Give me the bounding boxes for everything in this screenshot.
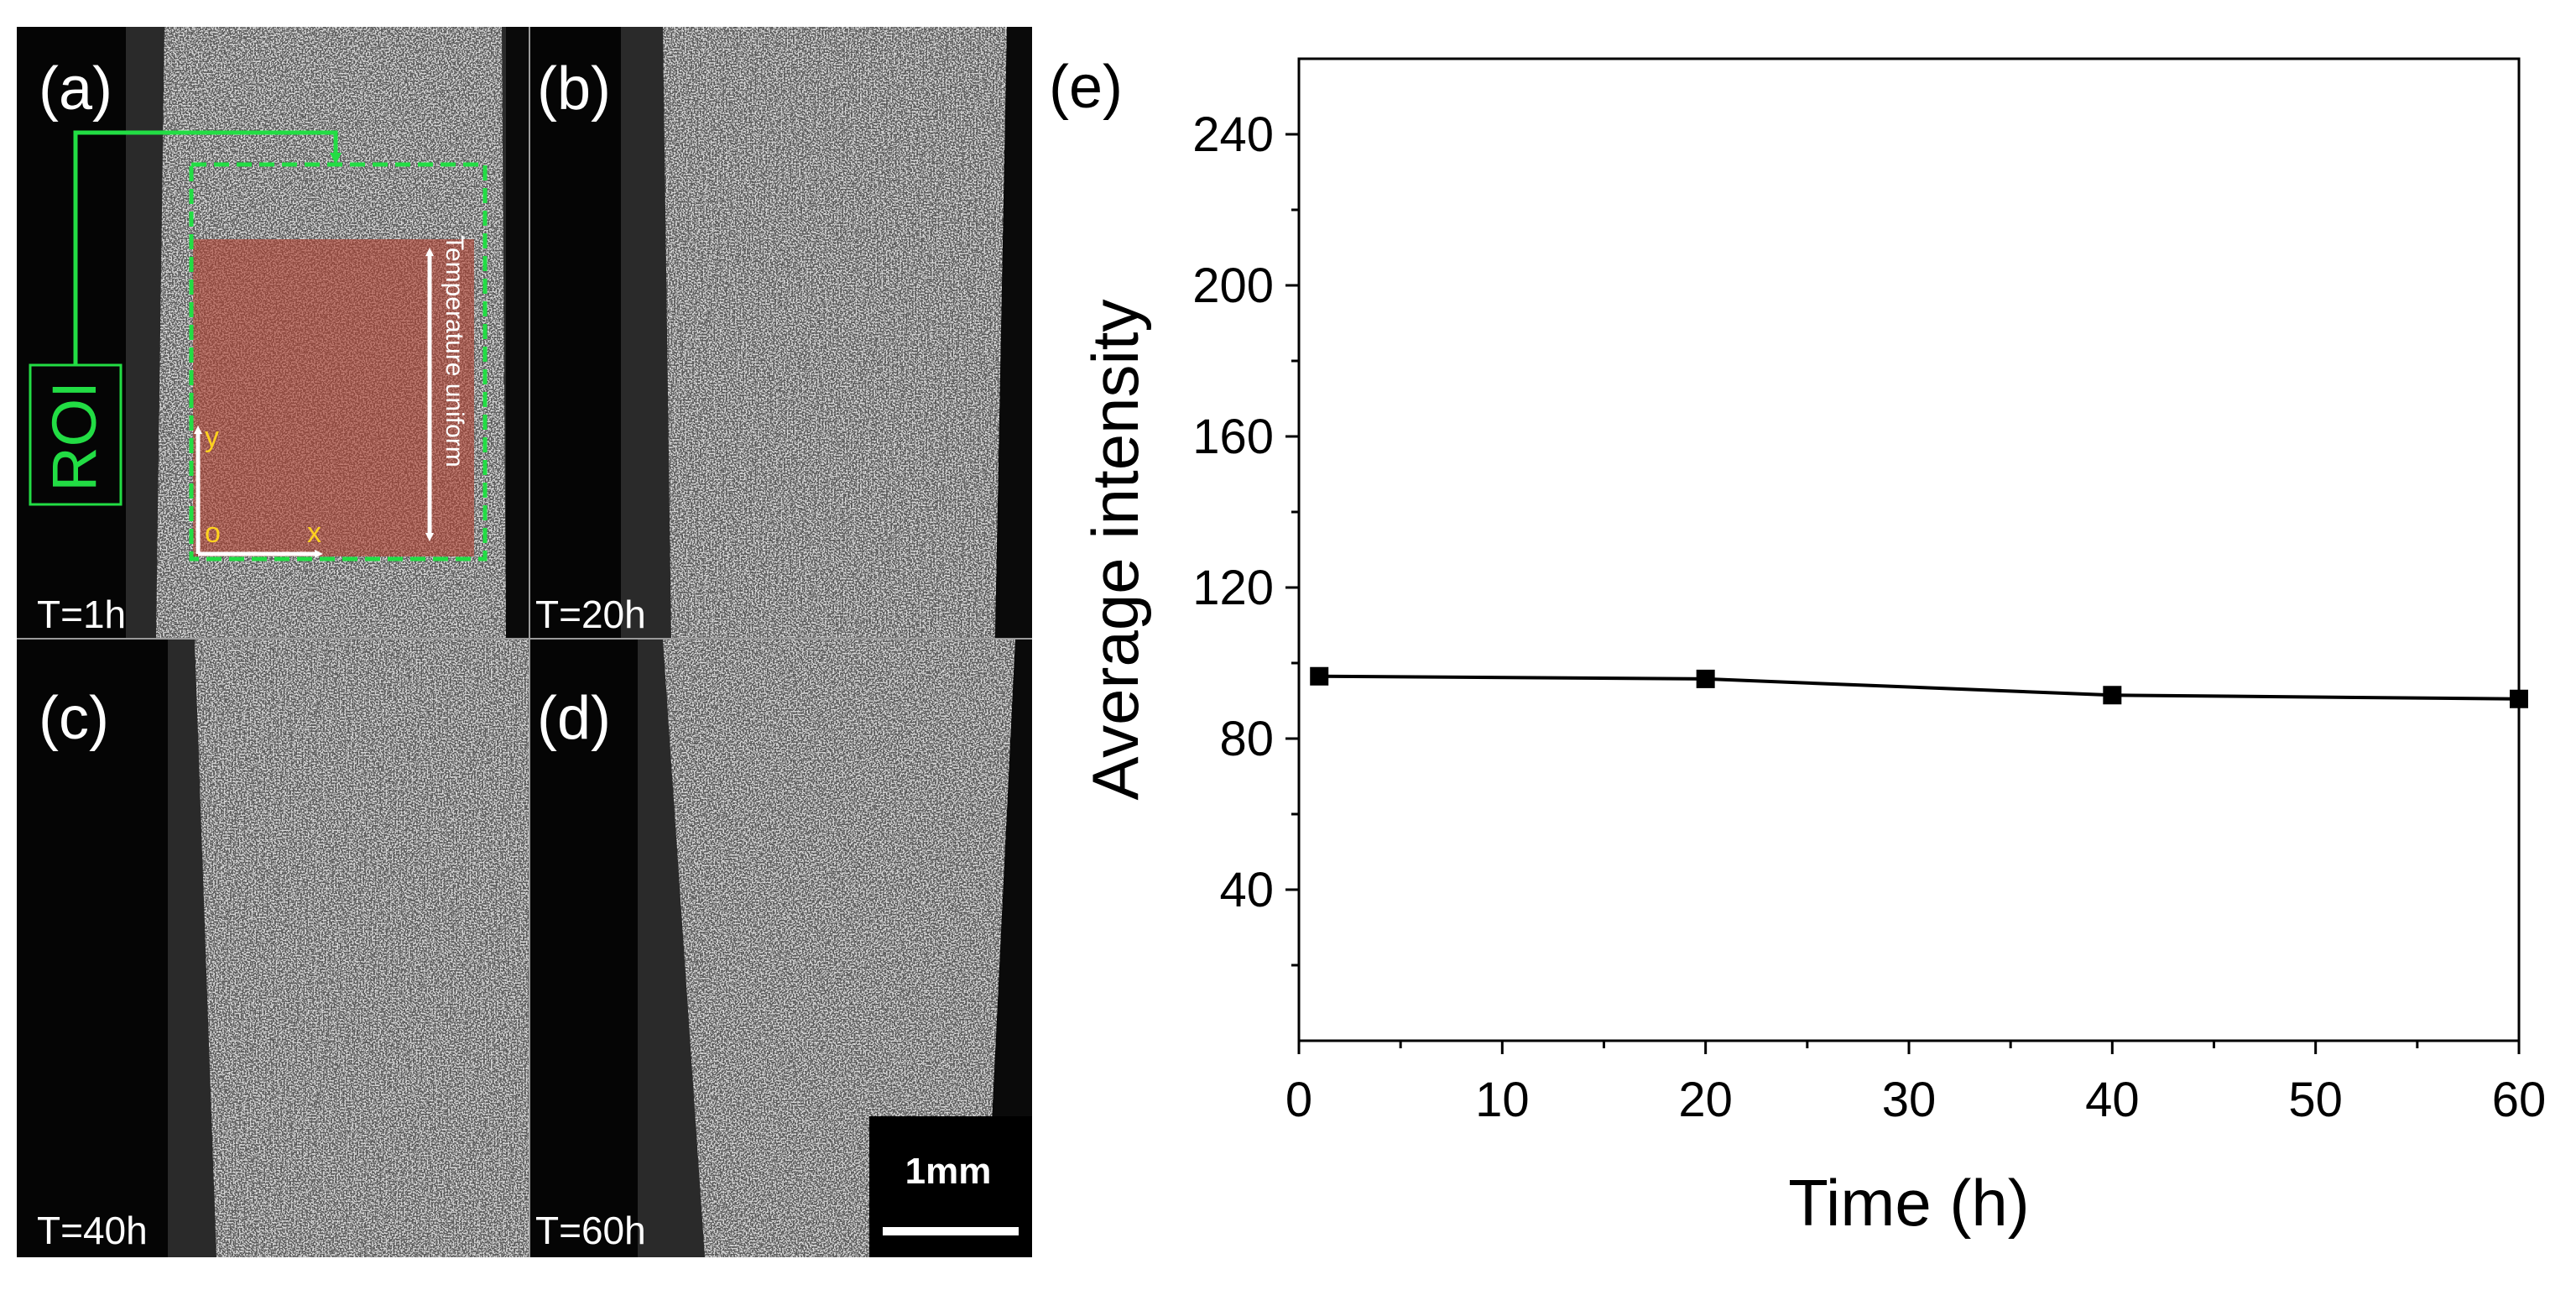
y-tick-label: 200 (1192, 259, 1274, 313)
axis-origin-label: o (205, 517, 221, 549)
y-tick-label: 80 (1219, 712, 1274, 766)
data-point (1696, 669, 1715, 688)
time-label-a: T=1h (37, 593, 126, 636)
y-axis: 40 80 120 160 200 240 (1192, 107, 1299, 967)
time-label-b: T=20h (535, 593, 646, 636)
roi-fill-region (193, 239, 474, 556)
series-layer (1310, 666, 2528, 708)
data-point (1310, 666, 1329, 686)
time-label-c: T=40h (37, 1209, 148, 1252)
x-tick-label: 10 (1475, 1073, 1530, 1127)
x-tick-label: 60 (2492, 1073, 2547, 1127)
series-line (1319, 674, 2520, 701)
time-label-d: T=60h (535, 1209, 646, 1252)
data-point (2510, 689, 2528, 708)
temperature-uniform-label: Temperature uniform (441, 235, 468, 467)
y-tick-label: 240 (1192, 107, 1274, 162)
panel-label-b: (b) (537, 55, 611, 123)
y-axis-title: Average intensity (1078, 300, 1152, 801)
x-axis-title: Time (h) (1788, 1166, 2029, 1240)
panel-label-e: (e) (1049, 54, 1123, 121)
y-tick-label: 120 (1192, 561, 1274, 615)
x-tick-label: 50 (2288, 1073, 2343, 1127)
roi-label: ROI (39, 381, 109, 492)
panel-a: ROI y o x Temperature uniform (a) T=1h (17, 27, 529, 638)
x-tick-label: 40 (2085, 1073, 2140, 1127)
panel-b: (b) T=20h (530, 27, 1032, 638)
roi-connector-line (73, 130, 338, 365)
panel-d: (d) T=60h 1mm (530, 640, 1032, 1257)
x-tick-label: 20 (1678, 1073, 1733, 1127)
axis-x-label: x (307, 517, 321, 549)
panel-c: (c) T=40h (17, 640, 529, 1257)
x-tick-label: 0 (1285, 1073, 1312, 1127)
scale-bar-label: 1mm (905, 1151, 992, 1192)
panel-label-d: (d) (537, 685, 611, 752)
chart-e: (e) 0 10 20 30 40 50 60 40 80 120 160 200 240 Time … (1049, 54, 2546, 1240)
axis-y-label: y (205, 421, 219, 453)
scale-bar (883, 1227, 1019, 1235)
roi-label-box (29, 363, 123, 506)
y-tick-label: 40 (1219, 863, 1274, 917)
y-tick-label: 160 (1192, 410, 1274, 464)
x-tick-label: 30 (1882, 1073, 1937, 1127)
plot-frame (1297, 57, 2521, 1042)
x-axis: 0 10 20 30 40 50 60 (1285, 1041, 2546, 1127)
panel-label-a: (a) (39, 55, 112, 123)
roi-dashed-box (189, 162, 488, 561)
data-point (2103, 686, 2122, 705)
panel-label-c: (c) (39, 685, 109, 752)
